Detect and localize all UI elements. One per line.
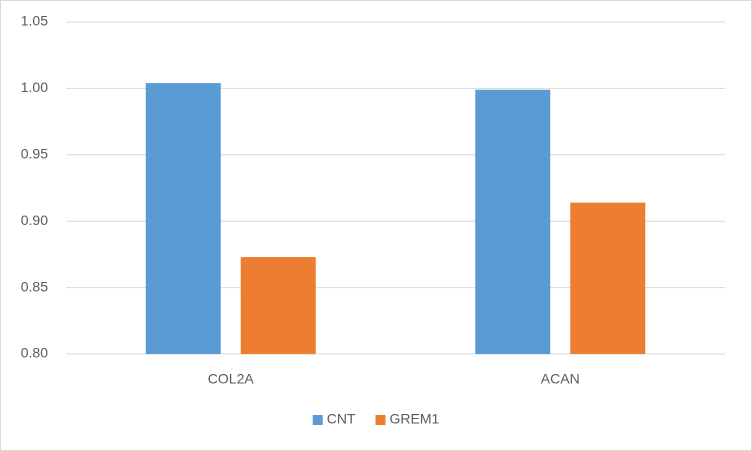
x-tick-label: COL2A [208,371,255,387]
legend-label: GREM1 [389,411,439,427]
y-tick-label: 1.05 [21,13,48,29]
bar [570,202,646,354]
bar [145,83,221,354]
legend-label: CNT [327,411,356,427]
x-tick-label: ACAN [541,371,580,387]
y-tick-label: 0.90 [21,212,48,228]
y-tick-label: 0.85 [21,278,48,294]
legend-swatch [312,415,323,425]
bar [475,89,551,354]
bar [240,257,316,354]
y-tick-label: 0.95 [21,146,48,162]
y-tick-label: 0.80 [21,345,48,361]
y-tick-label: 1.00 [21,79,48,95]
legend-swatch [375,415,386,425]
